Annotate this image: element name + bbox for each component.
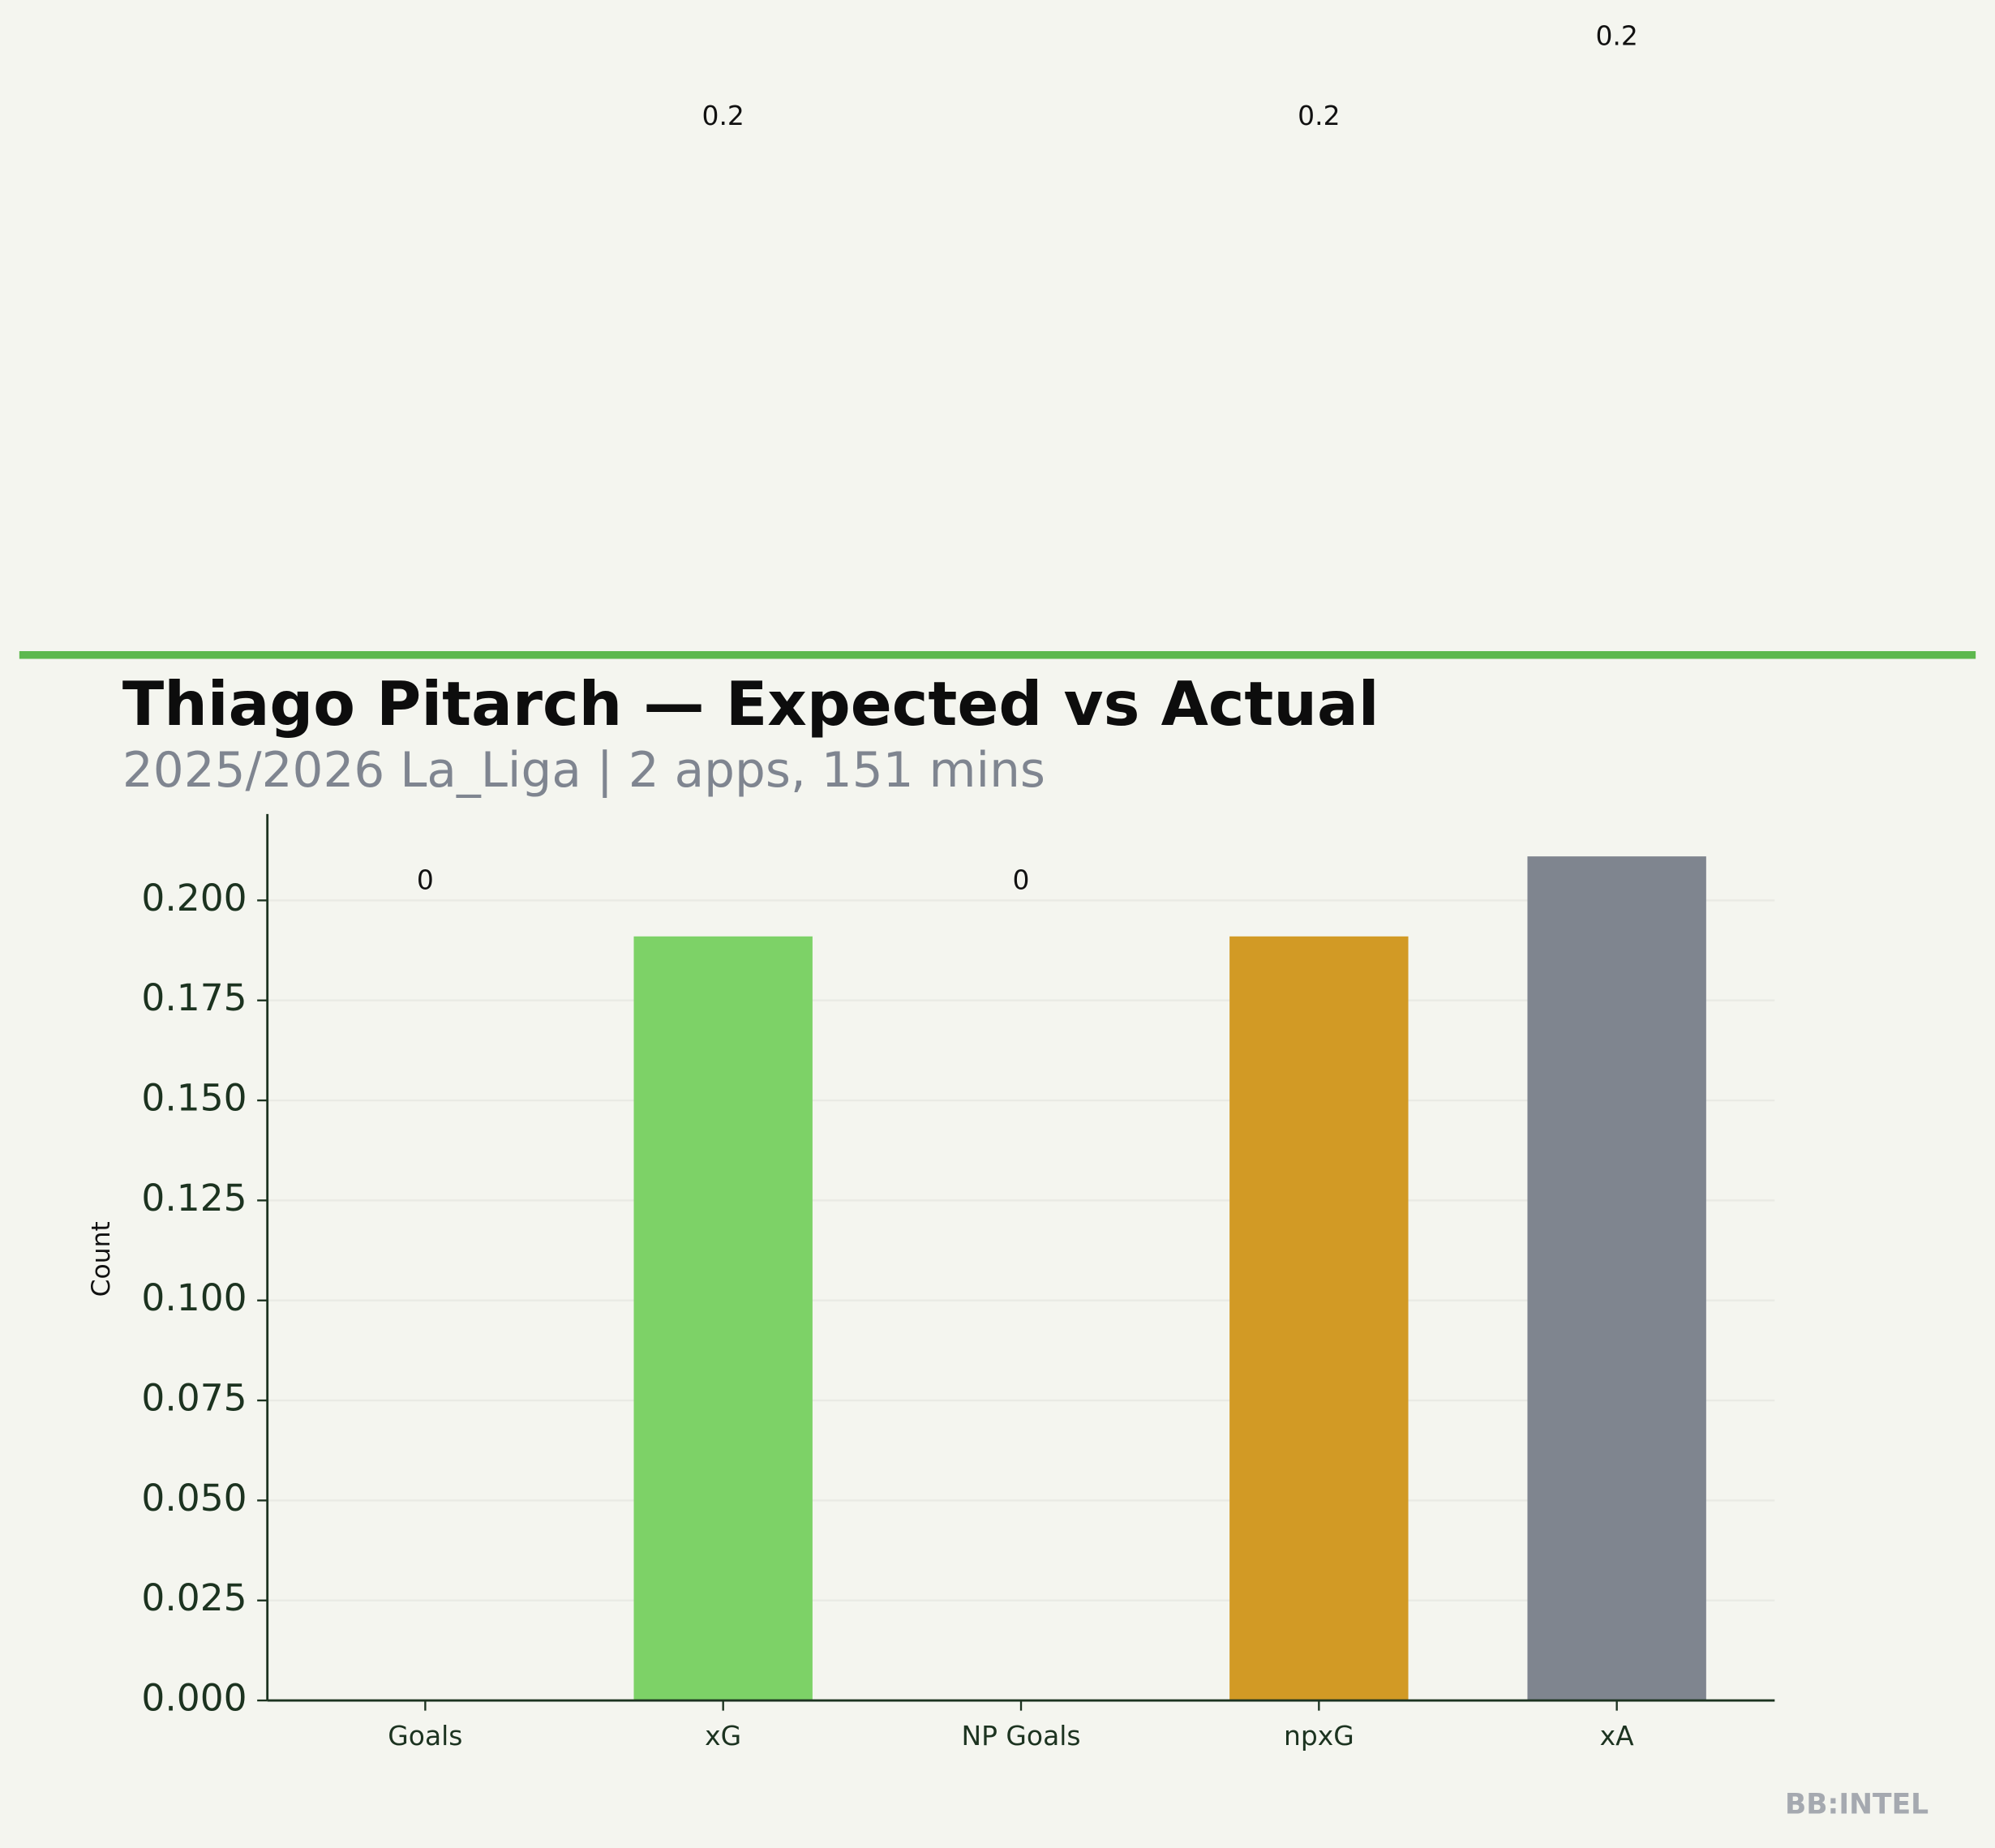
y-tick-label: 0.200 xyxy=(141,877,247,920)
x-tick-label: Goals xyxy=(388,1720,462,1752)
value-label: 0.2 xyxy=(1595,20,1637,52)
chart-subtitle: 2025/2026 La_Liga | 2 apps, 151 mins xyxy=(122,743,1045,799)
y-tick-label: 0.075 xyxy=(141,1377,247,1420)
bar xyxy=(1527,856,1706,1701)
x-tick-label: xA xyxy=(1600,1720,1634,1752)
value-label: 0 xyxy=(417,864,434,895)
x-tick-label: npxG xyxy=(1284,1720,1354,1752)
y-tick-label: 0.050 xyxy=(141,1477,247,1520)
chart-title: Thiago Pitarch — Expected vs Actual xyxy=(122,668,1379,740)
watermark: BB:INTEL xyxy=(1785,1789,1929,1821)
y-axis-label: Count xyxy=(87,1221,116,1297)
y-tick-label: 0.125 xyxy=(141,1177,247,1220)
bar xyxy=(1229,936,1409,1701)
y-tick-label: 0.100 xyxy=(141,1276,247,1319)
x-tick-label: NP Goals xyxy=(961,1720,1080,1752)
y-tick-label: 0.000 xyxy=(141,1677,247,1720)
value-label: 0.2 xyxy=(702,100,744,131)
y-tick-label: 0.025 xyxy=(141,1576,247,1619)
bar xyxy=(633,936,813,1701)
y-tick-label: 0.150 xyxy=(141,1077,247,1120)
y-tick-label: 0.175 xyxy=(141,976,247,1019)
value-label: 0.2 xyxy=(1298,100,1340,131)
value-label: 0 xyxy=(1013,864,1030,895)
x-tick-label: xG xyxy=(705,1720,741,1752)
